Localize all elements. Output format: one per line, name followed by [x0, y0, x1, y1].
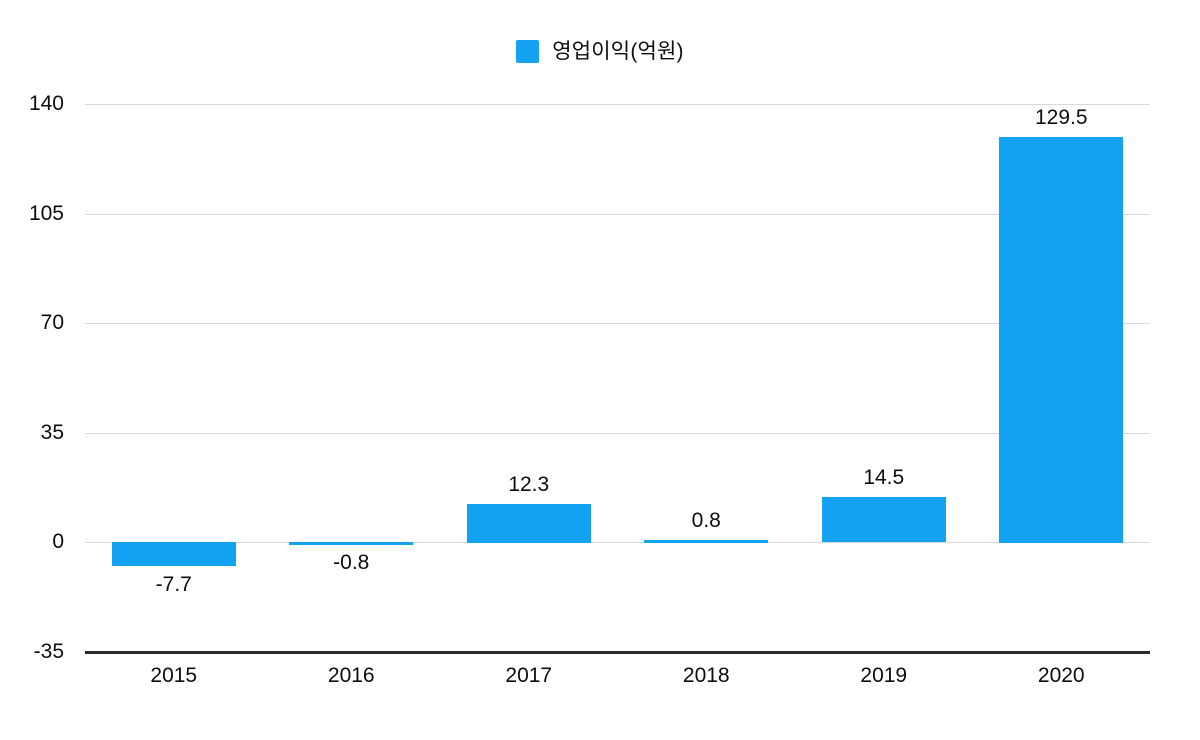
y-tick-label: 140 — [28, 92, 64, 115]
bar-value-label: 12.3 — [508, 473, 550, 496]
gridline — [85, 542, 1150, 544]
gridline — [85, 104, 1150, 105]
legend-color-swatch — [516, 40, 540, 63]
y-tick-label: 35 — [40, 420, 64, 444]
y-tick-label: -35 — [33, 640, 64, 663]
x-tick-label: 2019 — [860, 664, 908, 687]
x-tick-label: 2020 — [1037, 664, 1085, 687]
bar — [289, 542, 413, 545]
x-tick-label: 2015 — [150, 664, 198, 687]
bar-value-label: 14.5 — [863, 466, 905, 489]
plot-area — [85, 104, 1150, 654]
bar — [467, 504, 591, 543]
bar — [112, 542, 236, 566]
bar-value-label: 0.8 — [691, 509, 721, 532]
y-tick-label: 0 — [52, 530, 64, 554]
y-tick-label: 70 — [40, 311, 64, 335]
bar — [822, 497, 946, 542]
x-axis-line — [85, 651, 1150, 654]
gridline — [85, 432, 1150, 434]
bar — [999, 137, 1123, 543]
bar-value-label: -0.8 — [333, 551, 370, 574]
bar-value-label: 129.5 — [1034, 106, 1088, 129]
x-tick-label: 2016 — [327, 664, 375, 687]
legend-label: 영업이익(억원) — [552, 40, 684, 63]
y-tick-label: 105 — [28, 201, 64, 225]
x-tick-label: 2018 — [682, 664, 730, 687]
x-tick-label: 2017 — [505, 664, 553, 687]
gridline — [85, 213, 1150, 215]
gridline — [85, 323, 1150, 325]
bar-value-label: -7.7 — [155, 573, 192, 596]
legend: 영업이익(억원) — [0, 40, 1200, 63]
bar — [644, 540, 768, 543]
